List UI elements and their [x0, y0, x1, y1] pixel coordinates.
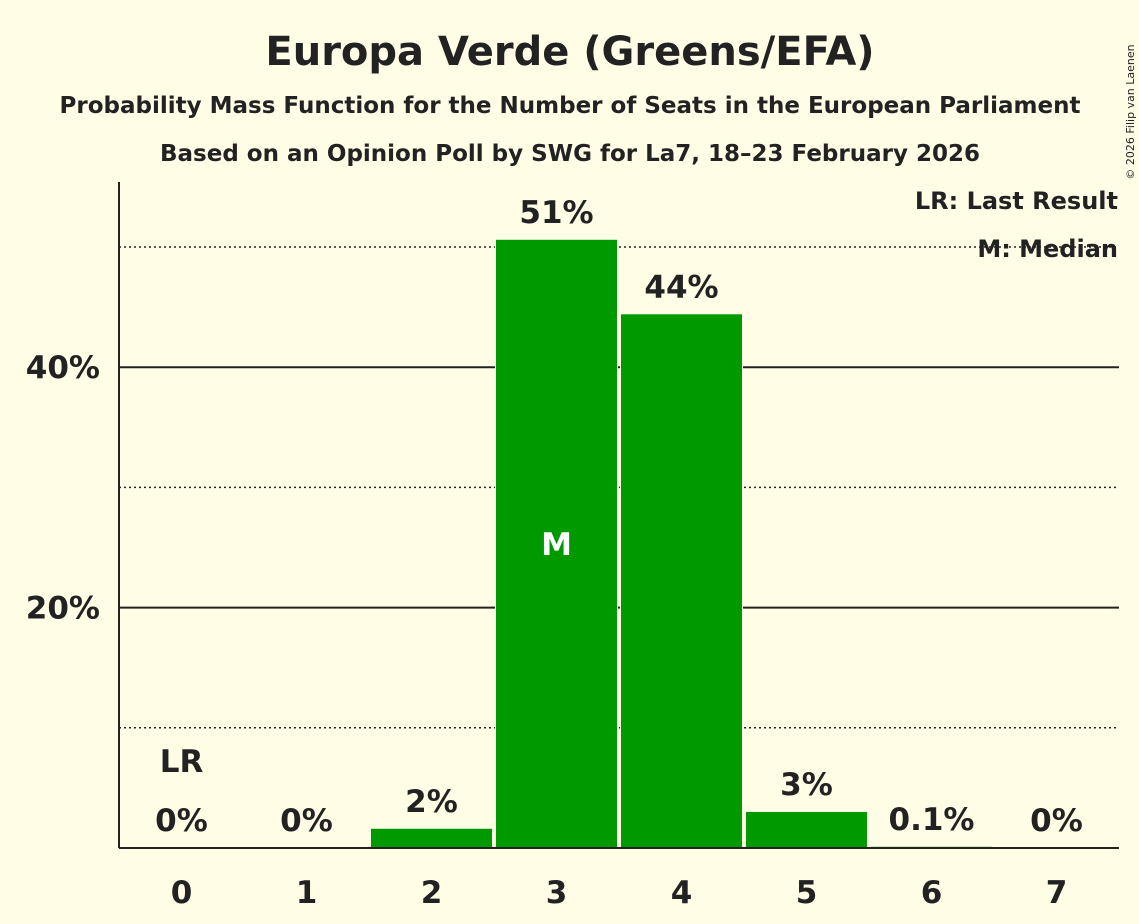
chart-title: Europa Verde (Greens/EFA): [265, 29, 874, 75]
gridlines: [119, 246, 1119, 729]
chart-subtitle-source: Based on an Opinion Poll by SWG for La7,…: [160, 141, 980, 167]
data-labels: 0% 0% 2% 51% 44% 3% 0.1% 0% LR M: [155, 195, 1083, 839]
y-tick-label-20: 20%: [26, 591, 100, 627]
bar-3: [496, 239, 617, 849]
data-label-5: 3%: [780, 767, 833, 803]
x-tick-label-0: 0: [171, 875, 193, 911]
copyright-note: © 2026 Filip van Laenen: [1124, 44, 1137, 179]
bar-5: [746, 811, 867, 848]
x-tick-label-5: 5: [796, 875, 818, 911]
x-tick-label-7: 7: [1046, 875, 1068, 911]
data-label-7: 0%: [1030, 803, 1083, 839]
chart-subtitle: Probability Mass Function for the Number…: [60, 93, 1081, 119]
y-tick-label-40: 40%: [26, 350, 100, 386]
data-label-4: 44%: [644, 269, 718, 305]
y-tick-labels: 20% 40%: [26, 350, 100, 626]
median-marker: M: [541, 527, 572, 563]
data-label-0: 0%: [155, 803, 208, 839]
bar-2: [371, 828, 492, 848]
data-label-3: 51%: [519, 195, 593, 231]
data-label-2: 2%: [405, 784, 458, 820]
data-label-1: 0%: [280, 803, 333, 839]
x-tick-label-6: 6: [921, 875, 943, 911]
x-tick-label-3: 3: [546, 875, 568, 911]
last-result-marker: LR: [160, 744, 204, 780]
x-tick-label-4: 4: [671, 875, 693, 911]
legend-median: M: Median: [977, 235, 1118, 263]
bar-halo-6: [870, 844, 993, 848]
bar-4: [621, 314, 742, 848]
x-tick-labels: 0 1 2 3 4 5 6 7: [171, 875, 1068, 911]
x-tick-label-1: 1: [296, 875, 318, 911]
data-label-6: 0.1%: [889, 802, 975, 838]
legend-last-result: LR: Last Result: [915, 187, 1118, 215]
x-tick-label-2: 2: [421, 875, 443, 911]
bars: [370, 237, 993, 849]
